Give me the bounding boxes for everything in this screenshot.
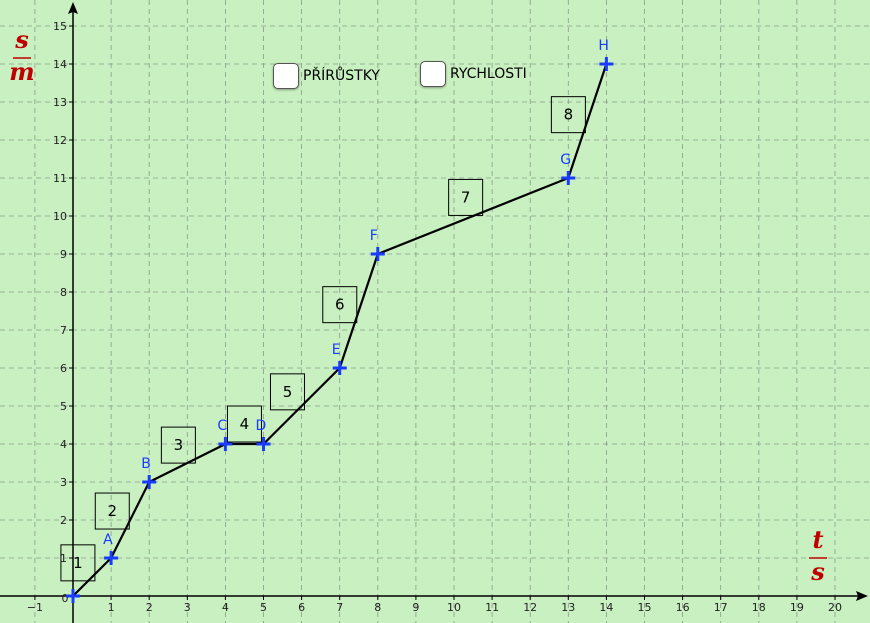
speeds-checkbox-label: RYCHLOSTI [450,66,527,82]
x-tick-label: 5 [260,601,267,614]
x-tick-label: 7 [336,601,343,614]
data-point: B [141,456,157,489]
segment-label: 7 [461,188,471,206]
y-tick-label: 2 [60,514,67,527]
x-tick-label: 14 [599,601,613,614]
y-axis-label-numerator: s [14,25,29,54]
x-axis-label-numerator: t [812,525,823,554]
x-axis-arrow [856,591,868,601]
segment-label: 4 [240,415,250,433]
segment-box [94,492,130,530]
segment-box [269,373,305,411]
x-tick-label: 10 [447,601,461,614]
point-label: E [332,342,341,358]
point-label: F [370,228,378,244]
data-points: A B C D E F G H [66,38,614,603]
segment-label: 6 [335,296,345,314]
y-axis-label: sm [9,25,34,86]
segment-box [160,426,196,464]
data-point: F [370,228,385,261]
y-tick-label: 13 [53,96,67,109]
x-tick-label: 15 [638,601,652,614]
x-tick-label: 11 [485,601,499,614]
y-tick-label: 9 [60,248,67,261]
increments-checkbox-label: PŘÍRŮSTKY [303,68,380,84]
y-axis-arrow [68,2,78,14]
x-tick-label: 3 [184,601,191,614]
speeds-checkbox[interactable]: RYCHLOSTI [420,61,527,87]
segment-label-boxes: 1 2 3 4 5 6 7 8 [60,96,586,582]
y-axis-label-denominator: m [9,57,34,86]
point-label: G [560,152,571,168]
y-tick-label: 5 [60,400,67,413]
origin-label: 0 [62,592,69,605]
x-axis-label-denominator: s [810,557,825,586]
x-tick-label: 16 [676,601,690,614]
y-tick-label: 15 [53,20,67,33]
segment-label: 5 [283,383,293,401]
data-point [66,589,80,603]
increments-checkbox[interactable]: PŘÍRŮSTKY [273,63,380,89]
x-tick-label: −1 [27,601,43,614]
point-label: C [217,418,227,434]
y-tick-label: 11 [53,172,67,185]
segment-box [60,544,96,582]
x-tick-label: 18 [752,601,766,614]
segment-box [322,286,358,324]
data-point: E [332,342,347,375]
x-tick-label: 13 [561,601,575,614]
tick-labels: −1 1 2 3 4 5 6 7 8 9 10 11 12 13 14 15 16 17 18 19 200123456… [27,20,842,614]
point-label: D [256,418,267,434]
x-tick-label: 12 [523,601,537,614]
data-point: A [103,532,119,565]
x-tick-label: 2 [146,601,153,614]
segment-box [226,405,262,443]
segment-label: 8 [564,106,574,124]
point-label: B [141,456,151,472]
point-label: H [598,38,609,54]
segment-label: 2 [107,502,117,520]
y-tick-label: 3 [60,476,67,489]
data-point: H [598,38,614,71]
data-point: G [560,152,576,185]
x-tick-label: 4 [222,601,229,614]
data-point: D [256,418,271,451]
segment-box [550,96,586,134]
y-tick-label: 6 [60,362,67,375]
increments-checkbox-box[interactable] [273,63,299,89]
y-tick-label: 10 [53,210,67,223]
x-tick-label: 8 [374,601,381,614]
x-tick-label: 19 [790,601,804,614]
y-tick-label: 12 [53,134,67,147]
segment-label: 1 [73,554,83,572]
data-point: C [217,418,233,451]
point-label: A [103,532,113,548]
segment-box [448,178,484,216]
x-tick-label: 17 [714,601,728,614]
x-tick-label: 9 [412,601,419,614]
y-tick-label: 7 [60,324,67,337]
x-tick-label: 1 [108,601,115,614]
x-tick-label: 6 [298,601,305,614]
y-tick-label: 1 [60,552,67,565]
y-tick-label: 8 [60,286,67,299]
segment-label: 3 [174,436,184,454]
x-tick-label: 20 [828,601,842,614]
y-tick-label: 4 [60,438,67,451]
speeds-checkbox-box[interactable] [420,61,446,87]
x-axis-label: ts [809,525,827,586]
y-tick-label: 14 [53,58,67,71]
